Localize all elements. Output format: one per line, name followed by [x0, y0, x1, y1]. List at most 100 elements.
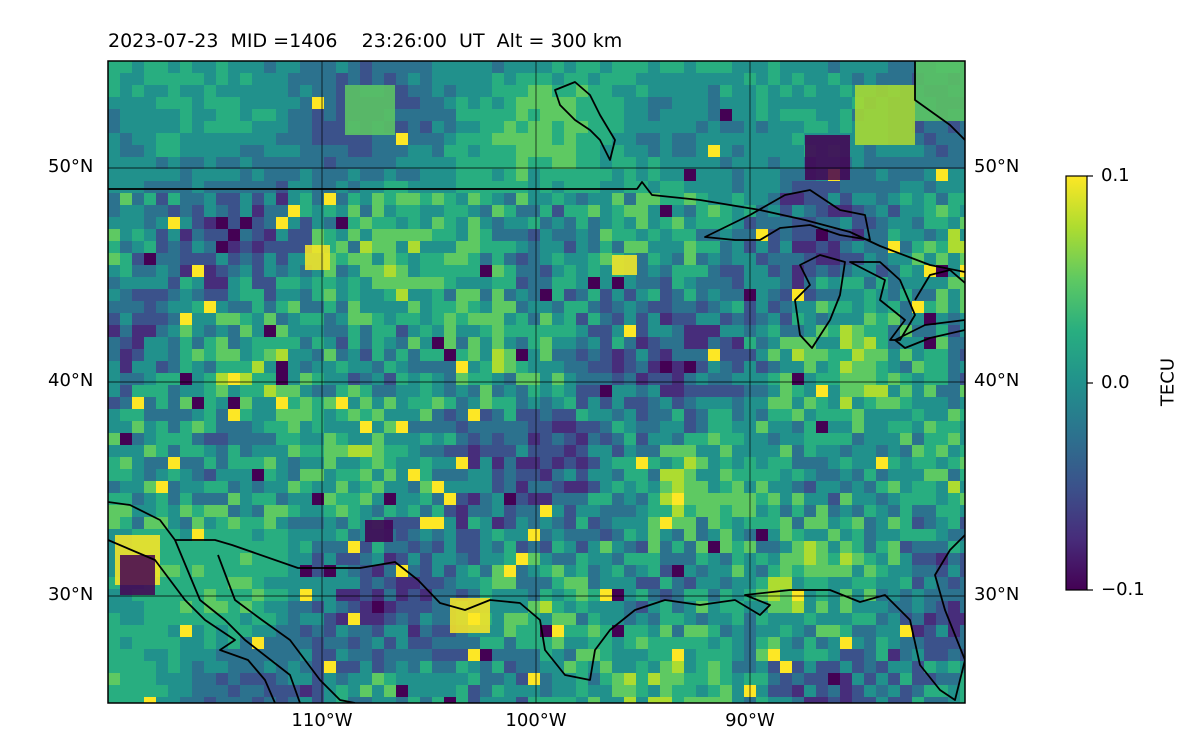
tec-cell [480, 481, 492, 493]
tec-cell [276, 289, 288, 301]
tec-cell [204, 301, 216, 313]
tec-cell [264, 169, 276, 181]
tec-cell [540, 649, 552, 661]
coastlines [108, 61, 965, 703]
tec-cell [876, 229, 888, 241]
tec-cell [660, 265, 672, 277]
tec-cell [768, 613, 780, 625]
tec-cell [276, 541, 288, 553]
tec-cell [504, 157, 516, 169]
tec-cell [732, 301, 744, 313]
tec-cell [348, 61, 360, 73]
tec-cell [252, 361, 264, 373]
tec-cell [144, 385, 156, 397]
tec-cell [408, 661, 420, 673]
tec-cell [360, 445, 372, 457]
tec-cell [816, 649, 828, 661]
tec-cell [768, 73, 780, 85]
tec-cell [684, 361, 696, 373]
tec-cell [108, 505, 120, 517]
tec-cell [612, 229, 624, 241]
tec-cell [936, 373, 948, 385]
tec-cell [792, 421, 804, 433]
tec-cell [120, 613, 132, 625]
tec-cell [168, 121, 180, 133]
tec-cell [672, 457, 684, 469]
tec-cell [348, 637, 360, 649]
tec-cell [720, 553, 732, 565]
tec-cell [756, 145, 768, 157]
tec-cell [564, 613, 576, 625]
tec-cell [396, 361, 408, 373]
tec-cell [192, 361, 204, 373]
tec-cell [120, 697, 132, 703]
tec-cell [960, 565, 965, 577]
tec-cell [768, 85, 780, 97]
tec-cell [372, 337, 384, 349]
tec-cell [708, 613, 720, 625]
tec-cell [396, 241, 408, 253]
tec-cell [912, 313, 924, 325]
tec-cell [108, 661, 120, 673]
tec-cell [336, 349, 348, 361]
tec-cell [888, 409, 900, 421]
tec-cell [264, 97, 276, 109]
tec-cell [456, 469, 468, 481]
tec-cell [636, 589, 648, 601]
tec-cell [120, 661, 132, 673]
tec-cell [156, 349, 168, 361]
tec-cell [600, 253, 612, 265]
tec-cell [288, 577, 300, 589]
tec-cell [456, 529, 468, 541]
tec-cell [492, 349, 504, 361]
tec-cell [540, 685, 552, 697]
tec-cell [228, 553, 240, 565]
tec-cell [264, 193, 276, 205]
colorbar [1065, 175, 1093, 591]
tec-cell [324, 553, 336, 565]
tec-cell [300, 553, 312, 565]
tec-cell [540, 325, 552, 337]
tec-cell [588, 445, 600, 457]
tec-cell [360, 217, 372, 229]
tec-cell [432, 73, 444, 85]
tec-cell [168, 277, 180, 289]
tec-cell [840, 409, 852, 421]
tec-cell [480, 301, 492, 313]
tec-cell [168, 85, 180, 97]
tec-cell [924, 637, 936, 649]
tec-cell [768, 565, 780, 577]
tec-cell [144, 625, 156, 637]
tec-cell [192, 145, 204, 157]
tec-cell [888, 553, 900, 565]
tec-cell [288, 553, 300, 565]
tec-cell [168, 613, 180, 625]
tec-cell [168, 397, 180, 409]
tec-cell [528, 613, 540, 625]
tec-cell [108, 589, 120, 601]
tec-cell [864, 457, 876, 469]
tec-cell [156, 637, 168, 649]
tec-cell [312, 97, 324, 109]
tec-cell [720, 685, 732, 697]
tec-cell [528, 565, 540, 577]
tec-cell [756, 409, 768, 421]
tec-cell [384, 697, 396, 703]
tec-cell [456, 385, 468, 397]
tec-cell [900, 493, 912, 505]
tec-cell [360, 61, 372, 73]
tec-cell [456, 637, 468, 649]
tec-cell [708, 481, 720, 493]
tec-cell [144, 469, 156, 481]
tec-cell [552, 361, 564, 373]
tec-cell [108, 265, 120, 277]
tec-cell [540, 277, 552, 289]
tec-cell [156, 289, 168, 301]
tec-cell [528, 241, 540, 253]
tec-cell [132, 133, 144, 145]
tec-cell [948, 313, 960, 325]
tec-cell [624, 145, 636, 157]
tec-cell [204, 577, 216, 589]
tec-cell [252, 349, 264, 361]
